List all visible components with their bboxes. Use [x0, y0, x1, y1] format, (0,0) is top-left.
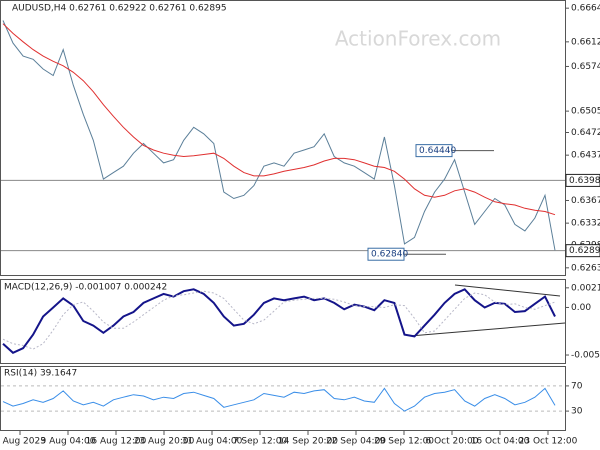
y-tick-label: 30 [571, 407, 583, 417]
chart-title: AUDUSD,H4 0.62761 0.62922 0.62761 0.6289… [12, 4, 227, 14]
rsi-frame [0, 366, 566, 431]
level-box [565, 244, 600, 258]
macd-trendline [454, 284, 561, 297]
x-tick-label: 31 Aug 04:00 [182, 437, 243, 447]
x-tick-label: 1 Aug 2023 [0, 437, 46, 447]
level-box [565, 173, 600, 187]
indicator-line [2, 387, 556, 412]
y-tick-label: 70 [571, 381, 583, 391]
macd-title: MACD(12,26,9) -0.001007 0.000242 [4, 283, 167, 293]
annotation-box [367, 247, 405, 261]
y-tick-label: 0.002165 [571, 283, 600, 293]
annotation-box [415, 144, 453, 158]
macd-frame [0, 279, 566, 364]
main-frame [0, 0, 566, 276]
annotation-label: 0.64440 [419, 146, 456, 156]
x-tick-label: 16 Aug 12:00 [86, 437, 147, 447]
x-tick-label: 23 Aug 20:00 [134, 437, 195, 447]
macd-trendline [409, 322, 566, 337]
price-line [2, 20, 556, 251]
x-tick-label: 22 Sep 04:00 [326, 437, 386, 447]
y-tick-label: 0.00 [571, 303, 591, 313]
x-tick-label: 23 Oct 12:00 [519, 437, 578, 447]
annotation-label: 0.62840 [371, 250, 408, 260]
indicator-line [2, 23, 556, 216]
level-label: 0.62895 [569, 246, 600, 256]
x-tick-label: 7 Sep 12:00 [233, 437, 288, 447]
x-tick-label: 16 Oct 04:00 [471, 437, 530, 447]
watermark: ActionForex.com [335, 27, 501, 51]
y-tick-label: -0.00525 [571, 351, 600, 361]
indicator-line [2, 290, 556, 350]
rsi-title: RSI(14) 39.1647 [4, 369, 77, 379]
x-tick-label: 6 Oct 20:00 [426, 437, 479, 447]
x-tick-label: 29 Sep 12:00 [374, 437, 434, 447]
x-tick-label: 14 Sep 20:00 [278, 437, 338, 447]
x-tick-label: 9 Aug 04:00 [41, 437, 96, 447]
indicator-line [2, 288, 556, 354]
